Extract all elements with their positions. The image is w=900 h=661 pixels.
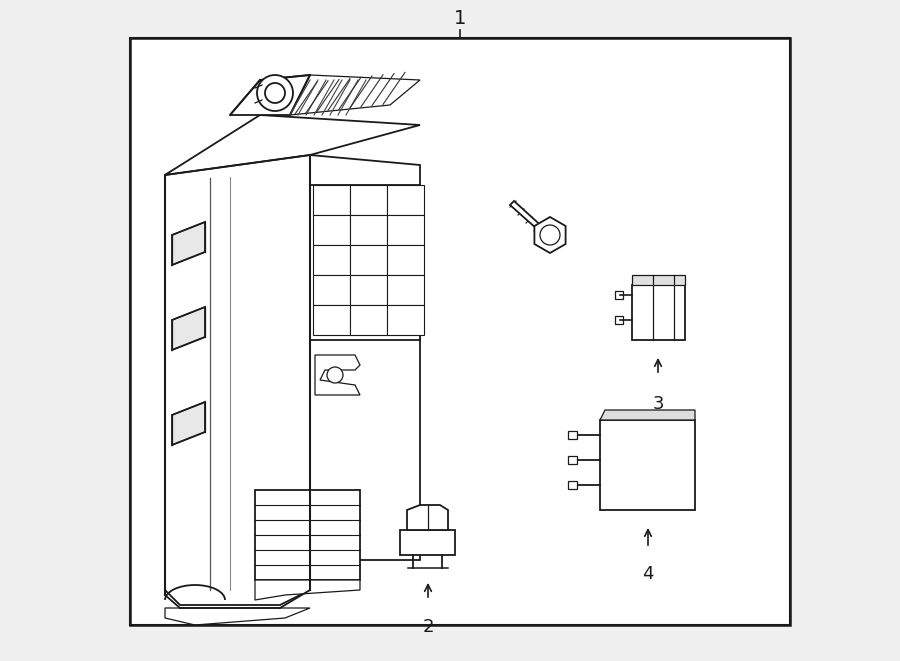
Polygon shape bbox=[313, 305, 350, 335]
Polygon shape bbox=[350, 305, 387, 335]
Polygon shape bbox=[230, 75, 310, 115]
Polygon shape bbox=[290, 75, 420, 115]
Polygon shape bbox=[255, 490, 360, 580]
Polygon shape bbox=[535, 217, 565, 253]
Polygon shape bbox=[568, 431, 577, 439]
Bar bbox=[615, 291, 623, 299]
Polygon shape bbox=[387, 185, 424, 215]
Polygon shape bbox=[315, 355, 360, 395]
Polygon shape bbox=[313, 215, 350, 245]
Polygon shape bbox=[165, 115, 420, 175]
Polygon shape bbox=[350, 185, 387, 215]
Polygon shape bbox=[568, 456, 577, 464]
Polygon shape bbox=[165, 608, 310, 625]
Polygon shape bbox=[632, 285, 685, 340]
Polygon shape bbox=[568, 481, 577, 489]
Polygon shape bbox=[400, 530, 455, 555]
Polygon shape bbox=[600, 410, 695, 420]
Circle shape bbox=[265, 83, 285, 103]
Bar bbox=[130, 38, 790, 625]
Polygon shape bbox=[313, 275, 350, 305]
Polygon shape bbox=[350, 215, 387, 245]
Polygon shape bbox=[510, 201, 558, 245]
Polygon shape bbox=[600, 420, 695, 510]
Polygon shape bbox=[387, 305, 424, 335]
Circle shape bbox=[540, 225, 560, 245]
Polygon shape bbox=[172, 402, 205, 445]
Polygon shape bbox=[407, 505, 448, 530]
Circle shape bbox=[327, 367, 343, 383]
Polygon shape bbox=[313, 185, 350, 215]
Polygon shape bbox=[387, 215, 424, 245]
Polygon shape bbox=[310, 185, 420, 340]
Text: 2: 2 bbox=[422, 618, 434, 636]
Polygon shape bbox=[172, 222, 205, 265]
Text: 4: 4 bbox=[643, 565, 653, 583]
Polygon shape bbox=[350, 275, 387, 305]
Polygon shape bbox=[387, 275, 424, 305]
Bar bbox=[615, 316, 623, 324]
Polygon shape bbox=[632, 275, 685, 285]
Circle shape bbox=[257, 75, 293, 111]
Polygon shape bbox=[165, 155, 310, 605]
Polygon shape bbox=[255, 580, 360, 600]
Polygon shape bbox=[313, 245, 350, 275]
Text: 1: 1 bbox=[454, 9, 466, 28]
Polygon shape bbox=[350, 245, 387, 275]
Bar bbox=[130, 38, 790, 625]
Polygon shape bbox=[387, 245, 424, 275]
Polygon shape bbox=[172, 307, 205, 350]
Text: 3: 3 bbox=[652, 395, 664, 413]
Polygon shape bbox=[310, 155, 420, 560]
